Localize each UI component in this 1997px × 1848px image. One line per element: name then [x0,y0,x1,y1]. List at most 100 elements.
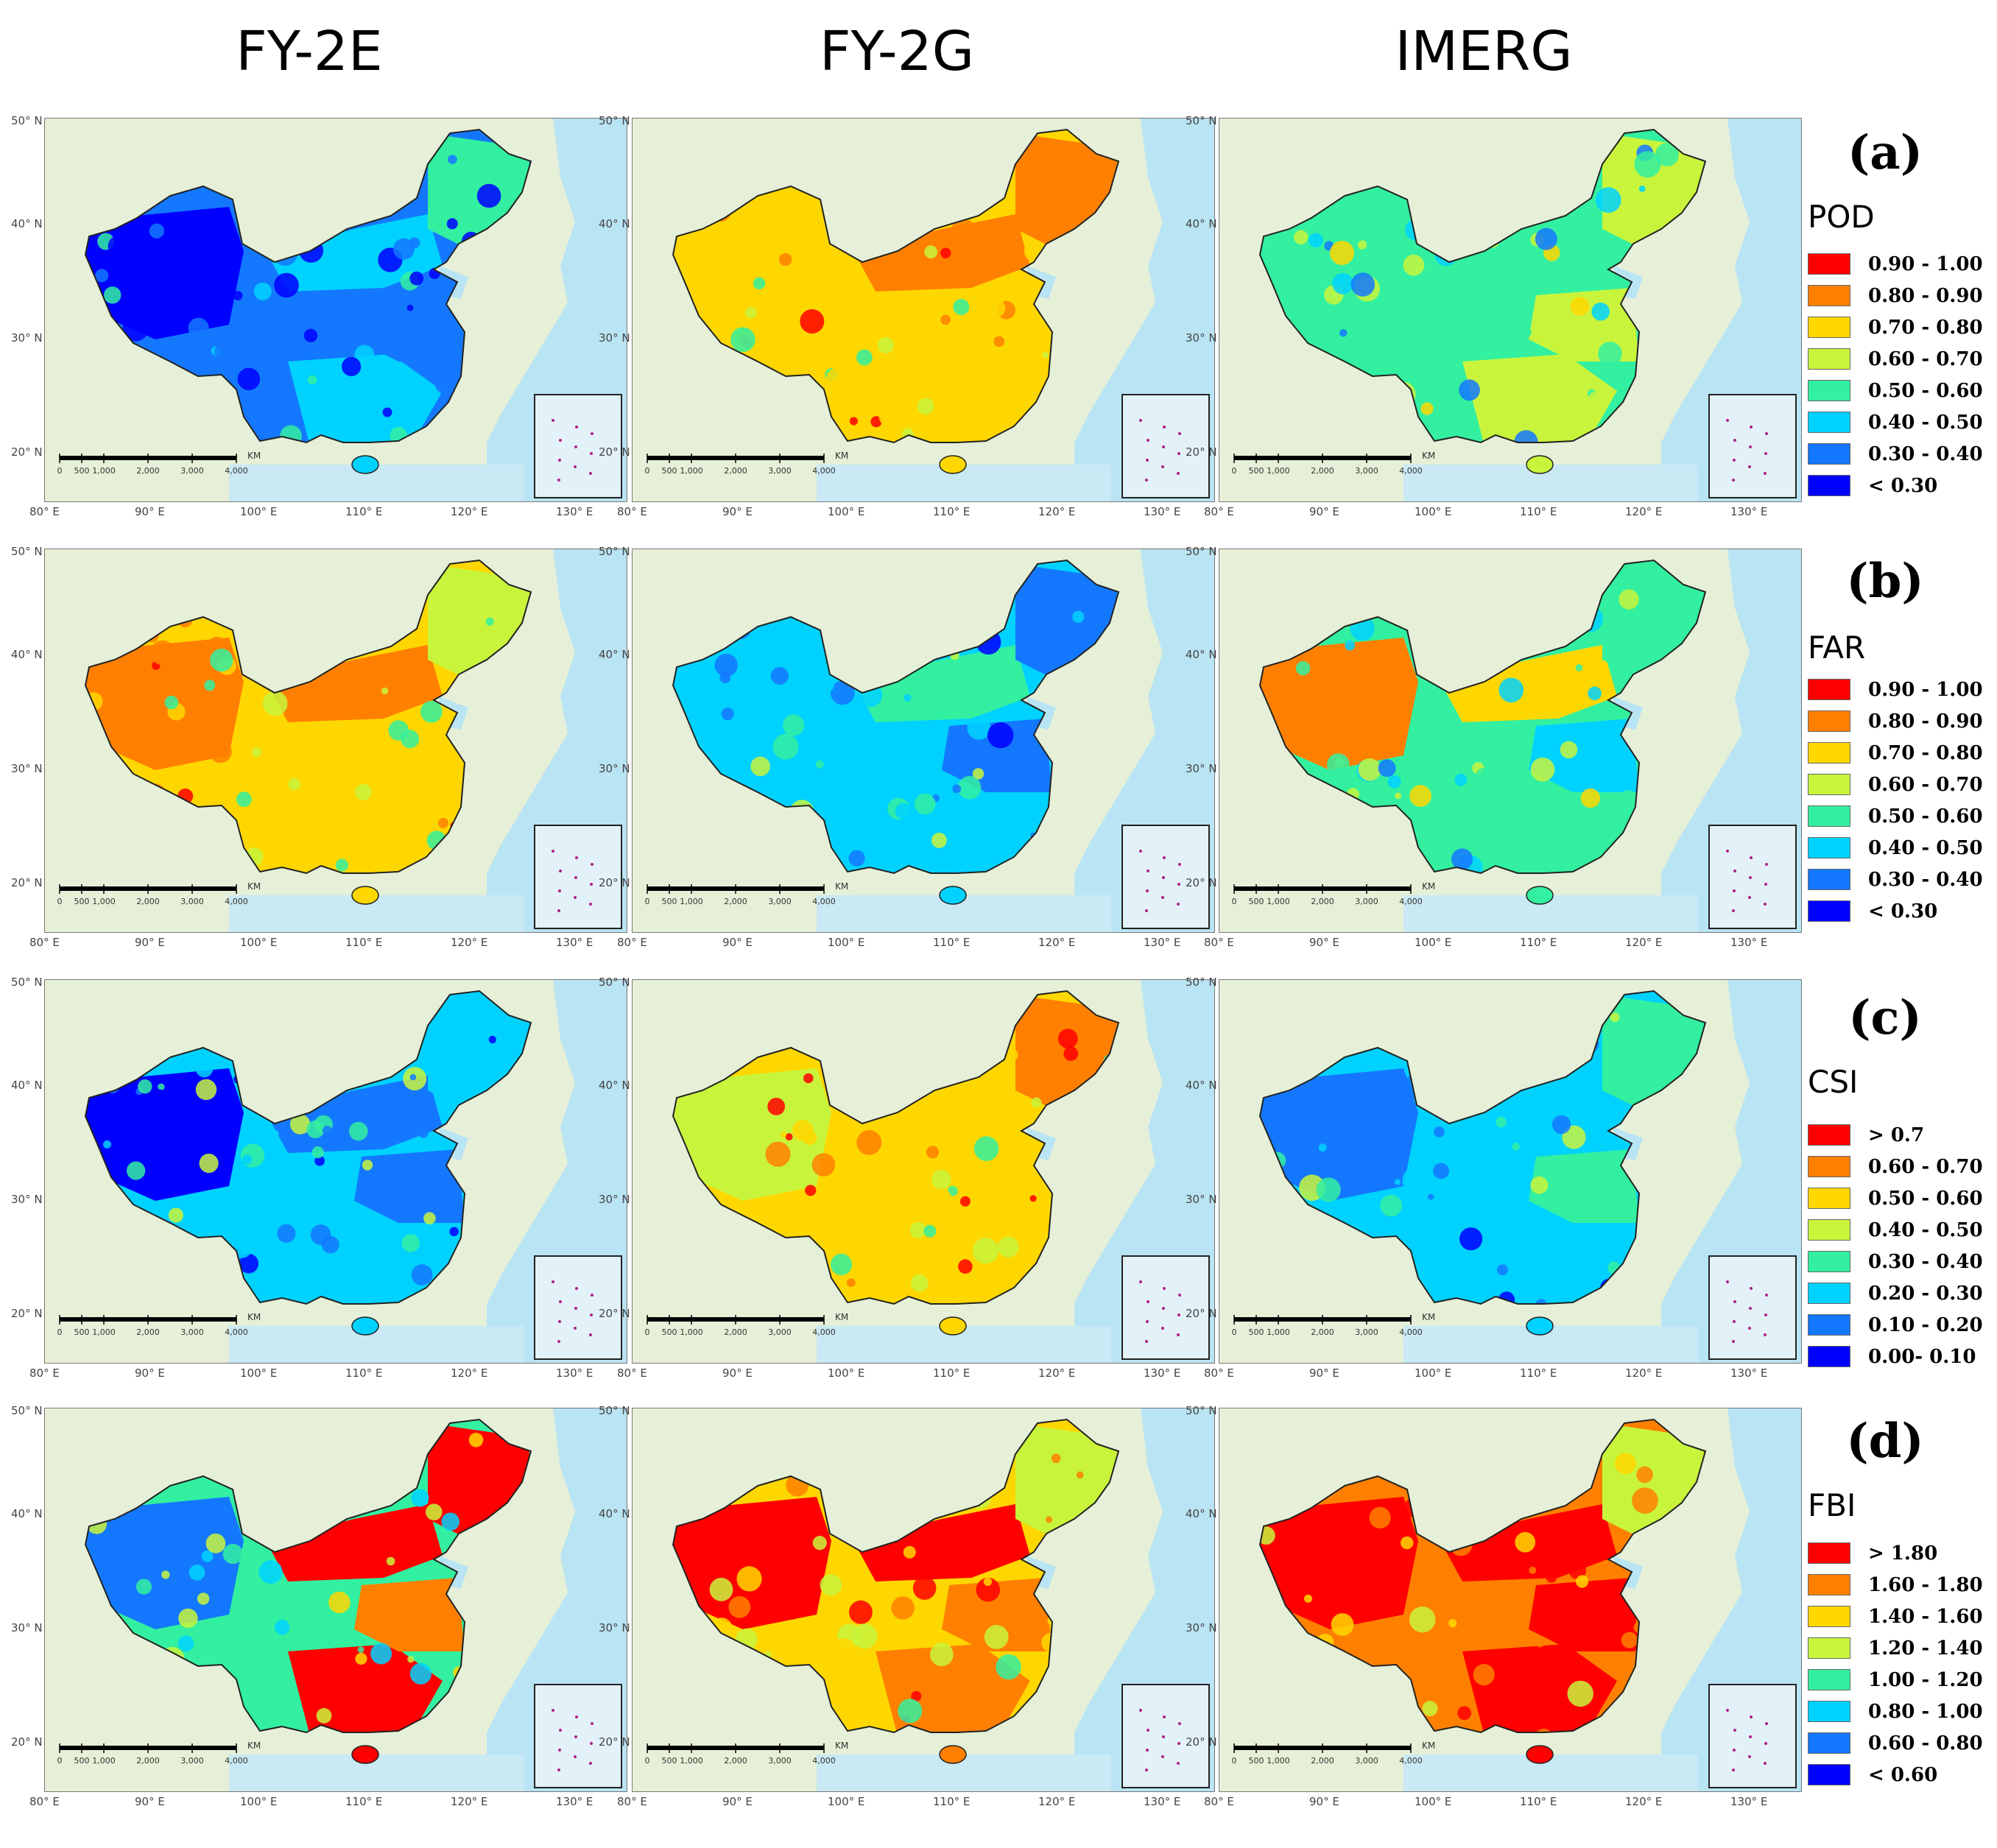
value-blob [792,1120,814,1141]
hainan-island [939,886,967,905]
value-blob [1562,1125,1586,1149]
value-blob [1331,1613,1354,1636]
lon-tick-label: 130° E [1144,505,1181,518]
island-dot [1145,479,1148,482]
metric-title-far: FAR [1808,629,1866,666]
value-blob [1387,775,1401,789]
south-sea [1403,1326,1698,1363]
value-blob [753,277,766,290]
legend-item: 0.80 - 0.90 [1808,705,1992,737]
island-dot [1733,870,1736,872]
legend-label: > 0.7 [1868,1124,1925,1146]
lon-tick-label: 120° E [451,936,488,949]
value-blob [127,1161,146,1180]
legend-swatch [1808,1764,1850,1785]
lon-tick-label: 80° E [617,505,647,518]
legend-fbi: > 1.80 1.60 - 1.80 1.40 - 1.60 1.20 - 1.40 1… [1808,1537,1992,1791]
value-blob [976,1577,1001,1602]
lon-tick-label: 80° E [29,936,60,949]
island-dot [1139,1709,1142,1712]
value-blob [1294,230,1309,244]
legend-swatch [1808,475,1850,496]
value-blob [370,1643,392,1665]
value-blob [335,858,348,872]
lat-tick-label: 20° N [1186,1307,1217,1320]
value-blob [1591,302,1610,321]
scale-label: 500 [662,1327,677,1337]
value-blob [914,793,936,815]
scale-label: 1,000 [92,466,116,476]
value-blob [823,787,831,795]
value-blob [1576,1575,1589,1588]
value-blob [878,405,901,428]
value-blob [721,708,734,721]
scale-label: 4,000 [225,466,248,476]
south-china-sea-inset [1708,1255,1797,1360]
value-blob [1461,1142,1487,1168]
value-blob [138,1079,152,1094]
scale-label: 1,000 [680,1327,703,1337]
value-blob [303,328,318,342]
island-dot [552,1280,554,1283]
region-south [1462,354,1617,442]
island-dot [575,426,578,429]
value-blob [1327,753,1350,776]
lat-tick-label: 20° N [599,1307,630,1320]
lon-tick-label: 130° E [556,1795,594,1808]
south-sea [229,1754,524,1791]
value-blob [1295,661,1311,676]
island-dot [557,479,560,482]
scale-label: 500 [1249,897,1264,906]
island-dot [574,1327,577,1330]
value-blob [772,733,799,760]
lat-tick-label: 40° N [11,648,43,661]
scale-label: 1,000 [92,897,116,906]
row-label-b: (b) [1846,554,1924,609]
value-blob [262,691,288,716]
legend-swatch [1808,1669,1850,1690]
island-dot [1749,1307,1752,1310]
island-dot [590,1313,593,1316]
map-panel-fbi-fy2e: 0 500 1,000 2,000 3,000 4,000 KM [44,1408,627,1792]
scale-label: 500 [74,466,90,476]
lat-tick-label: 30° N [11,1193,43,1206]
value-blob [164,695,179,710]
island-dot [1749,445,1752,448]
island-dot [1163,856,1166,859]
value-blob [911,1690,922,1702]
south-sea [1403,895,1698,932]
scale-label: 2,000 [1311,1756,1334,1766]
island-dot [1161,465,1164,468]
lon-tick-label: 120° E [1038,505,1076,518]
scale-unit: KM [835,881,848,892]
value-blob [178,1608,198,1629]
scale-unit: KM [1422,1741,1435,1751]
value-blob [931,832,947,848]
legend-label: 0.60 - 0.70 [1868,1155,1983,1178]
lon-tick-label: 90° E [135,1366,165,1380]
legend-swatch [1808,1314,1850,1336]
value-blob [1632,1487,1658,1514]
lon-tick-label: 130° E [1144,1366,1181,1380]
legend-label: > 1.80 [1868,1542,1938,1565]
value-blob [1403,254,1425,276]
lat-tick-label: 50° N [11,545,43,558]
legend-label: < 0.30 [1868,900,1938,923]
lon-tick-label: 80° E [617,1795,647,1808]
value-blob [1401,1536,1414,1550]
column-title-imerg: IMERG [1395,20,1573,83]
south-china-sea-inset [534,1255,622,1360]
island-dot [591,1722,594,1725]
island-dot [1161,1327,1164,1330]
island-dot [1764,1742,1767,1745]
island-dot [1177,472,1180,475]
lat-tick-label: 20° N [11,876,43,889]
scale-label: 0 [645,466,650,476]
value-blob [314,1155,325,1166]
lon-tick-label: 110° E [933,505,971,518]
china-border [672,990,1120,1305]
scale-unit: KM [247,1741,261,1751]
legend-label: 0.60 - 0.70 [1868,773,1983,796]
lon-tick-label: 100° E [1415,505,1452,518]
legend-item: 0.80 - 0.90 [1808,280,1992,311]
